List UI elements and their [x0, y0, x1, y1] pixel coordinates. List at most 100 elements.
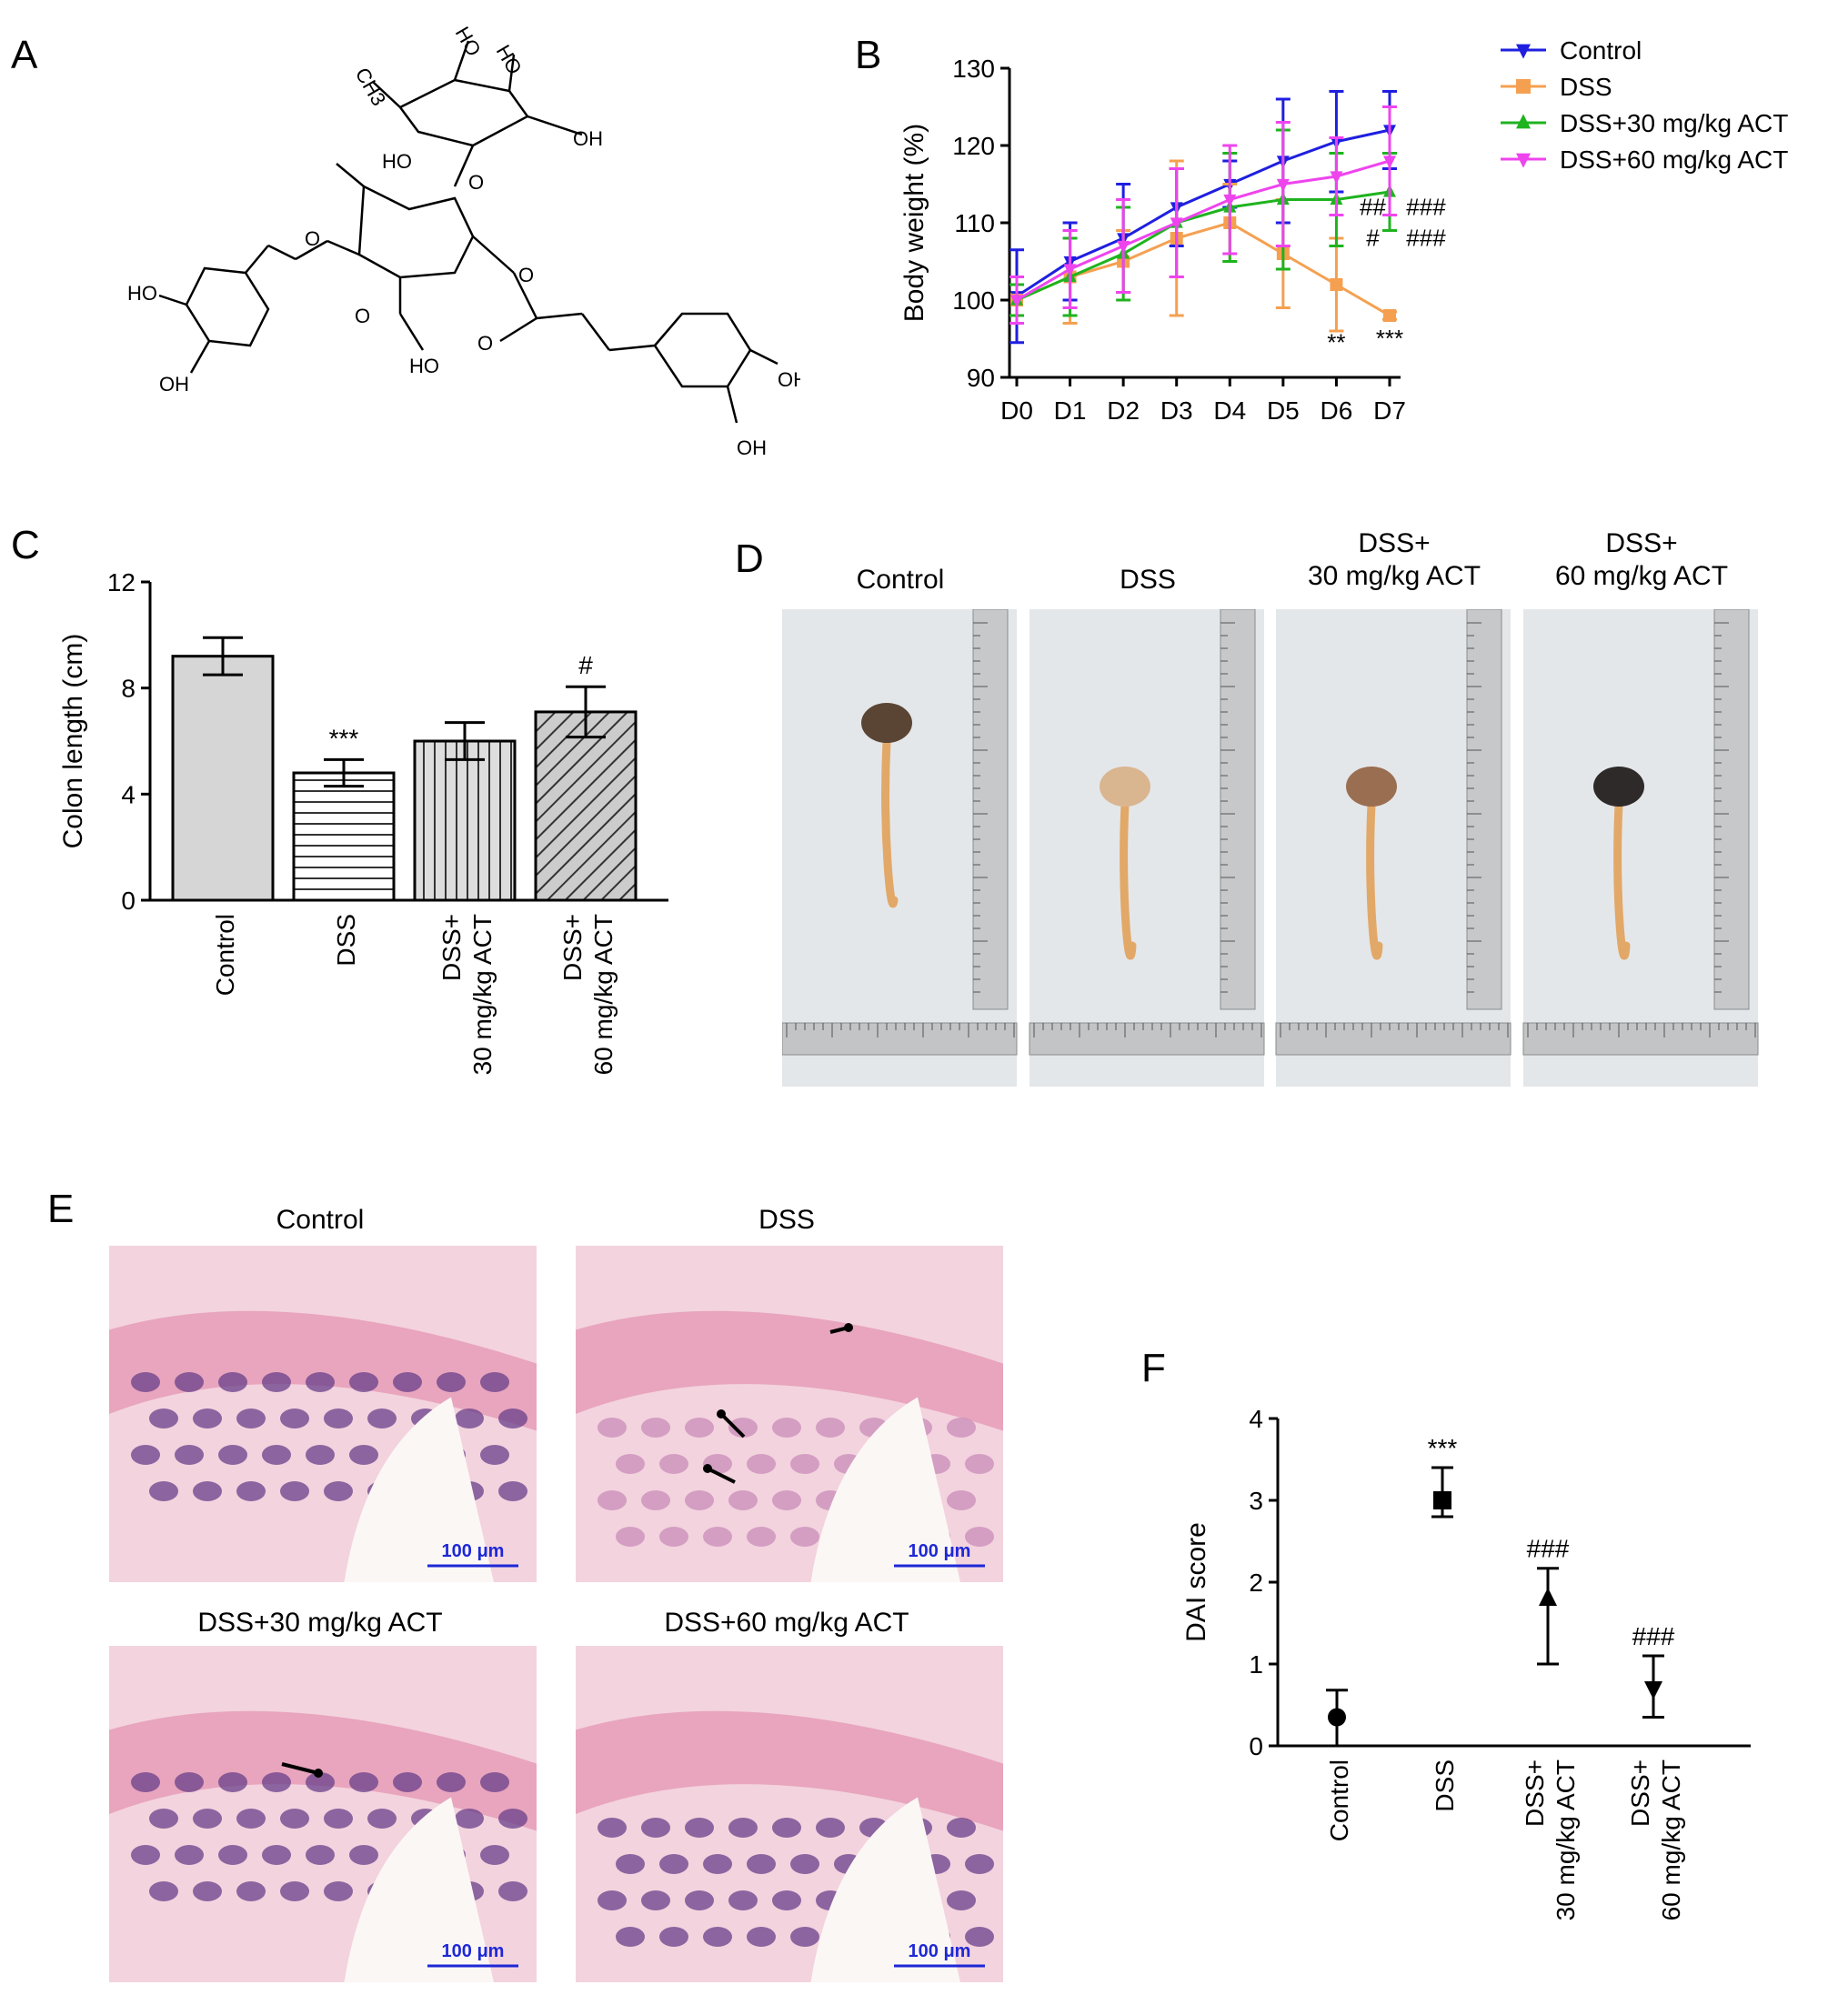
structure-label: O — [518, 264, 534, 286]
crypt — [193, 1809, 222, 1829]
crypt — [703, 1527, 732, 1547]
ruler-vertical — [1713, 609, 1750, 1010]
structure-label: O — [477, 332, 493, 355]
chemical-structure: HO OH CH3 HO HO OH O HO O O O O HO OH OH — [127, 23, 800, 459]
crypt — [747, 1927, 776, 1947]
x-tick-line: Control — [1325, 1759, 1353, 1841]
ruler-horizontal — [1275, 1022, 1512, 1056]
x-tick-label: Control — [211, 914, 239, 996]
series-line — [1016, 159, 1391, 302]
crypt — [306, 1372, 335, 1392]
y-tick-label: 110 — [954, 209, 995, 237]
structure-label: OH — [573, 127, 603, 150]
crypt — [598, 1418, 627, 1438]
data-point — [1330, 278, 1343, 291]
arrow-shaft — [281, 1762, 319, 1775]
crypt — [193, 1481, 222, 1501]
crypt — [262, 1445, 291, 1465]
data-point — [1383, 309, 1396, 322]
crypt — [598, 1818, 627, 1838]
he-label-control: Control — [276, 1205, 365, 1235]
ruler-horizontal — [1522, 1022, 1759, 1056]
bar — [413, 739, 517, 902]
y-tick-label: 4 — [1249, 1405, 1263, 1433]
crypt — [218, 1445, 247, 1465]
legend-marker — [1516, 44, 1531, 59]
series-line — [1016, 190, 1391, 302]
muscle-layer — [109, 1310, 537, 1431]
photo-label-dss-60: DSS+ 60 mg/kg ACT — [1554, 528, 1729, 591]
crypt — [641, 1490, 670, 1510]
data-point — [1539, 1588, 1557, 1606]
structure-label: CH3 — [351, 64, 391, 110]
crypt — [480, 1845, 509, 1865]
crypt — [437, 1372, 466, 1392]
data-point — [1644, 1681, 1662, 1699]
crypt — [641, 1418, 670, 1438]
crypt — [324, 1408, 353, 1429]
crypt — [367, 1809, 397, 1829]
x-tick-label: DSS+ 30 mg/kg ACT — [437, 914, 497, 1075]
crypt — [149, 1881, 178, 1901]
x-tick-label: Control — [1325, 1759, 1353, 1841]
crypt — [280, 1881, 309, 1901]
y-axis-label: DAI score — [1181, 1522, 1211, 1642]
crypt — [772, 1418, 801, 1438]
x-tick-label: D3 — [1160, 396, 1193, 425]
crypt — [262, 1372, 291, 1392]
crypt — [324, 1809, 353, 1829]
panel-letter-d: D — [735, 536, 764, 581]
colon-photo — [1275, 609, 1512, 1087]
x-tick-line: DSS+ — [558, 914, 587, 981]
significance-mark: # — [578, 651, 593, 679]
colon-photo — [1029, 609, 1265, 1087]
crypt — [455, 1809, 484, 1829]
crypt — [193, 1408, 222, 1429]
y-tick-label: 0 — [121, 887, 136, 915]
crypt — [280, 1408, 309, 1429]
significance-mark: ### — [1527, 1535, 1570, 1563]
legend-label: DSS — [1560, 73, 1612, 101]
crypt — [965, 1854, 994, 1874]
data-point — [1433, 1491, 1451, 1509]
bar — [171, 655, 275, 902]
y-tick-label: 130 — [952, 55, 995, 83]
crypt — [131, 1445, 160, 1465]
significance-mark: ** — [1327, 328, 1345, 356]
x-tick-line: 60 mg/kg ACT — [1657, 1759, 1685, 1920]
crypt — [659, 1927, 688, 1947]
crypt — [498, 1481, 527, 1501]
significance-mark: ### — [1406, 194, 1446, 221]
photo-label-dss-30: DSS+ 30 mg/kg ACT — [1307, 528, 1481, 591]
structure-label: HO — [382, 150, 412, 173]
crypt — [816, 1818, 845, 1838]
crypt — [236, 1881, 266, 1901]
x-tick-line: 30 mg/kg ACT — [1552, 1759, 1580, 1920]
arrow-head — [717, 1409, 726, 1419]
crypt — [498, 1809, 527, 1829]
crypt — [703, 1854, 732, 1874]
crypt — [262, 1845, 291, 1865]
arrow-head — [844, 1323, 853, 1332]
arrow-head — [703, 1464, 712, 1473]
he-label-dss-60: DSS+60 mg/kg ACT — [664, 1608, 909, 1638]
crypt — [131, 1772, 160, 1792]
x-tick-label: D4 — [1213, 396, 1246, 425]
crypt — [280, 1481, 309, 1501]
legend-marker — [1516, 114, 1531, 129]
crypt — [324, 1481, 353, 1501]
x-tick-line: DSS+ — [1521, 1759, 1549, 1827]
crypt — [772, 1490, 801, 1510]
crypt — [747, 1454, 776, 1474]
histology-image: 100 μm — [576, 1246, 1003, 1582]
crypt — [306, 1445, 335, 1465]
lumen — [344, 1397, 494, 1582]
cecum — [861, 703, 912, 743]
significance-mark: *** — [1428, 1434, 1458, 1462]
structure-label: O — [305, 227, 320, 250]
x-tick-line: DSS — [1431, 1759, 1459, 1812]
legend-label: DSS+30 mg/kg ACT — [1560, 109, 1788, 137]
crypt — [641, 1890, 670, 1910]
arrow-shaft — [719, 1412, 746, 1439]
scale-bar-label: 100 μm — [442, 1941, 505, 1961]
